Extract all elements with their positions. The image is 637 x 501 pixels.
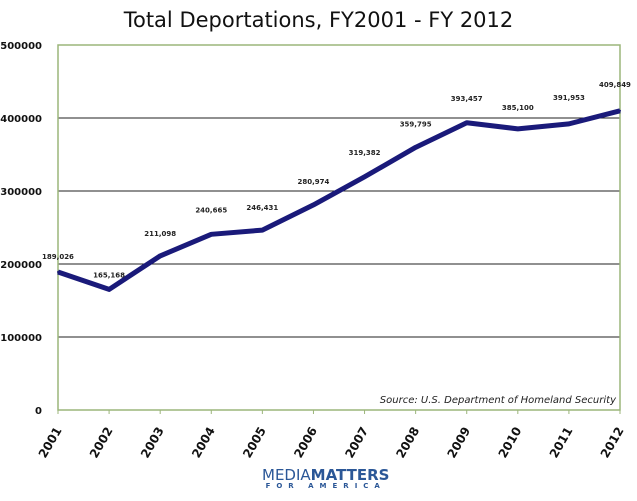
x-tick-label: 2012 — [598, 425, 627, 461]
y-tick-label: 0 — [35, 406, 42, 417]
data-label: 189,026 — [42, 253, 74, 261]
data-label: 280,974 — [298, 178, 330, 186]
x-tick-label: 2010 — [496, 425, 525, 461]
data-point — [414, 146, 417, 149]
y-tick-label: 500000 — [0, 41, 42, 52]
y-tick-label: 200000 — [0, 260, 42, 271]
x-tick-label: 2006 — [291, 425, 320, 461]
data-point — [516, 127, 519, 130]
x-tick-label: 2002 — [87, 425, 116, 461]
data-label: 385,100 — [502, 104, 534, 112]
logo-text-for-america: FOR AMERICA — [265, 482, 386, 490]
x-tick-label: 2003 — [138, 425, 167, 461]
media-matters-logo: MEDIAMATTERS FOR AMERICA — [262, 466, 389, 490]
data-label: 211,098 — [144, 230, 176, 238]
x-tick-label: 2004 — [189, 425, 218, 461]
data-point — [261, 229, 264, 232]
data-label: 393,457 — [451, 95, 483, 103]
data-point — [363, 175, 366, 178]
logo-text-matters: MATTERS — [310, 466, 390, 484]
x-tick-label: 2011 — [547, 425, 576, 461]
data-point — [567, 122, 570, 125]
plot-border — [57, 44, 621, 411]
x-tick-label: 2001 — [36, 425, 65, 461]
data-point — [619, 109, 621, 112]
data-label: 391,953 — [553, 94, 585, 102]
data-point — [159, 254, 162, 257]
series-line — [57, 108, 621, 292]
x-tick-label: 2005 — [240, 425, 269, 461]
y-tick-label: 400000 — [0, 114, 42, 125]
logo-text-media: MEDIA — [262, 466, 311, 484]
data-label: 319,382 — [349, 149, 381, 157]
data-label: 246,431 — [246, 204, 278, 212]
x-tick-label: 2009 — [444, 425, 473, 461]
x-tick-label: 2007 — [342, 425, 371, 461]
data-point — [57, 271, 59, 274]
data-label: 165,168 — [93, 271, 125, 279]
data-point — [312, 203, 315, 206]
data-label: 409,849 — [599, 81, 631, 89]
data-point — [465, 121, 468, 124]
chart-title: Total Deportations, FY2001 - FY 2012 — [123, 8, 514, 32]
data-point — [210, 233, 213, 236]
y-tick-label: 300000 — [0, 187, 42, 198]
y-tick-label: 100000 — [0, 333, 42, 344]
source-annotation: Source: U.S. Department of Homeland Secu… — [380, 395, 617, 406]
x-tick-label: 2008 — [393, 425, 422, 461]
data-point — [108, 288, 111, 291]
data-label: 240,665 — [195, 206, 227, 214]
data-label: 359,795 — [400, 120, 432, 128]
